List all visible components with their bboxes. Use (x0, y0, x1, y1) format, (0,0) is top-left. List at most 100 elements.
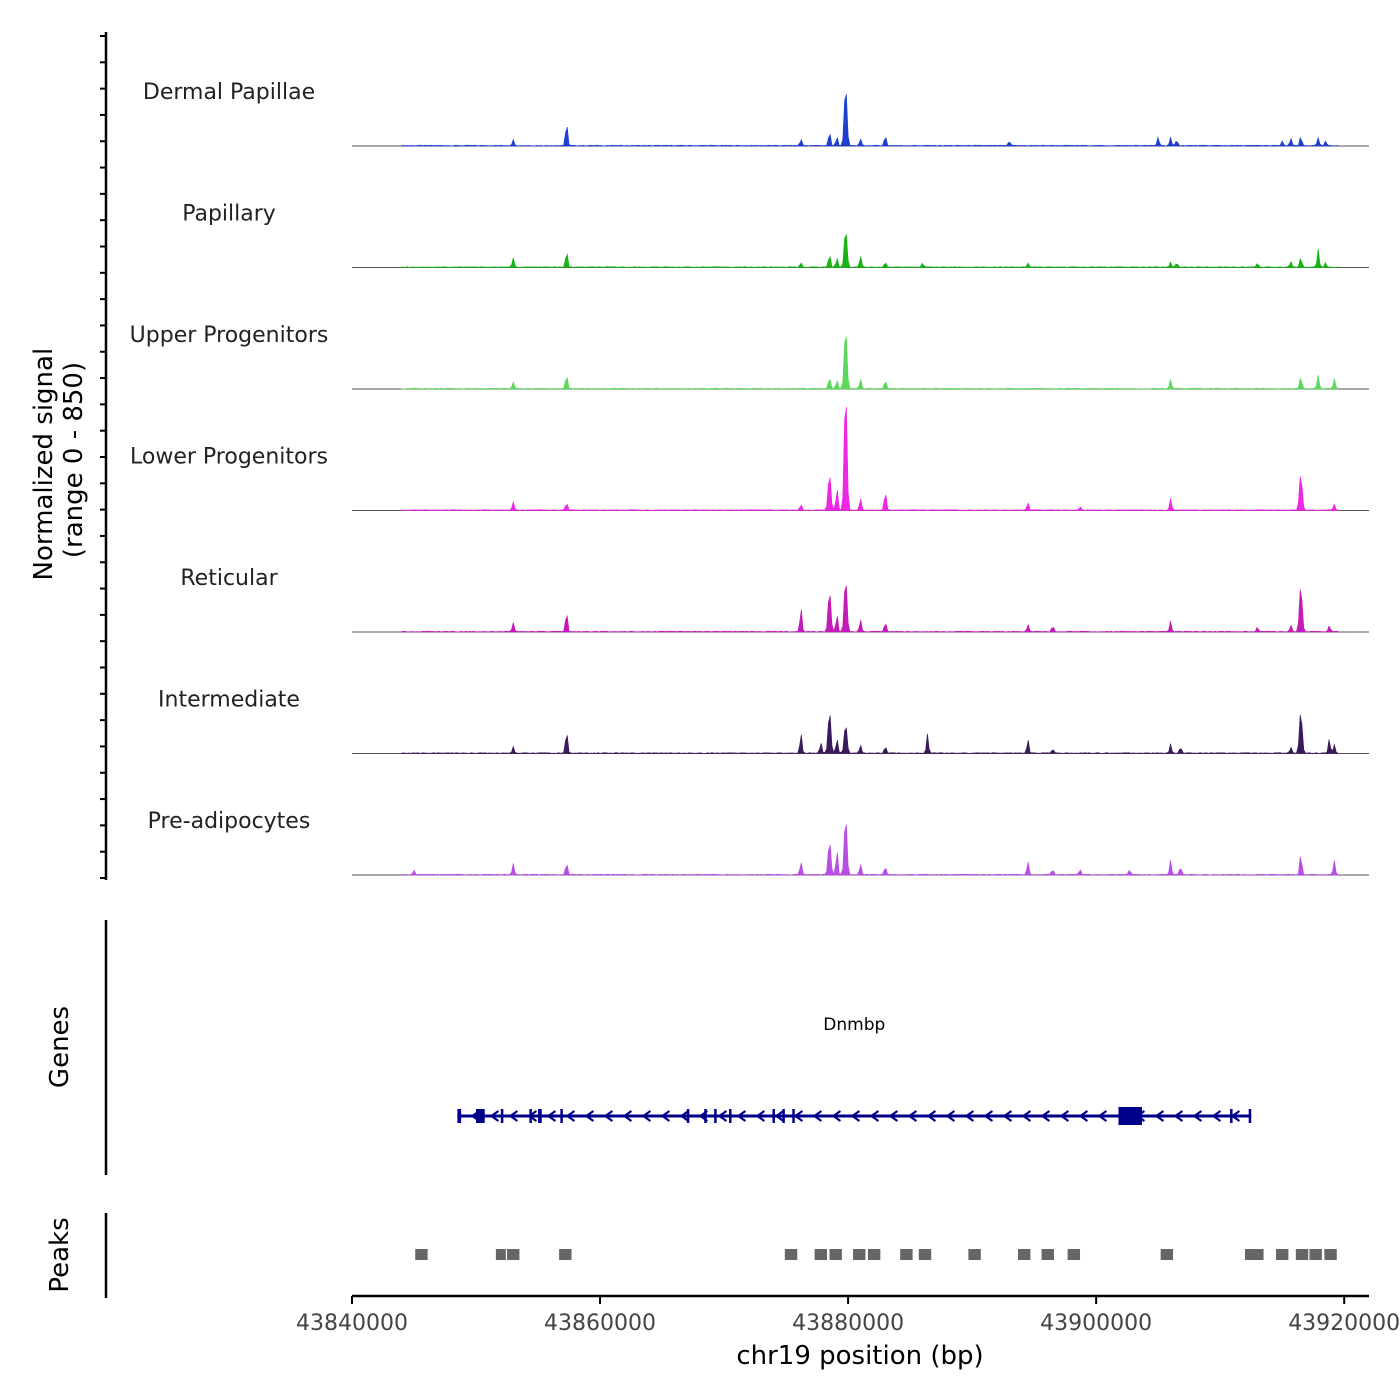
genes-panel-label: Genes (45, 1006, 75, 1088)
gene-exon (704, 1109, 707, 1123)
strand-arrow (945, 1110, 956, 1122)
gene-exon (529, 1109, 532, 1123)
signal-track (352, 714, 1369, 754)
strand-arrow (983, 1110, 994, 1122)
peak-regions (415, 1249, 1337, 1260)
peak-region (1251, 1249, 1264, 1260)
peak-region (1275, 1249, 1289, 1260)
signal-track (352, 94, 1369, 147)
track-label: Upper Progenitors (130, 323, 329, 348)
strand-arrow (641, 1110, 652, 1122)
signal-area (401, 585, 1339, 633)
gene-model (457, 1107, 1252, 1125)
strand-arrow (793, 1110, 804, 1122)
peak-region (559, 1249, 572, 1260)
strand-arrow (869, 1110, 880, 1122)
strand-arrow (964, 1110, 975, 1122)
gene-exon (686, 1109, 690, 1123)
strand-arrow (1040, 1110, 1051, 1122)
gene-exon (538, 1109, 542, 1123)
gene-name-label: Dnmbp (823, 1015, 885, 1035)
peak-region (918, 1249, 932, 1260)
strand-arrow (565, 1110, 576, 1122)
gene-exon (792, 1109, 795, 1123)
strand-arrow (717, 1110, 728, 1122)
strand-arrow (774, 1110, 785, 1122)
gene-exon (714, 1109, 717, 1123)
strand-arrow (1192, 1110, 1203, 1122)
strand-arrow (1078, 1110, 1089, 1122)
signal-track (352, 336, 1369, 390)
gene-exon (729, 1109, 732, 1123)
y-axis-label-line2: (range 0 - 850) (59, 362, 89, 558)
x-tick-label: 43900000 (1040, 1311, 1152, 1336)
peak-region (1324, 1249, 1337, 1260)
y-axis-label-line1: Normalized signal (29, 348, 59, 581)
gene-exon (457, 1109, 462, 1123)
peak-region (1309, 1249, 1322, 1260)
peak-region (784, 1249, 798, 1260)
signal-area (401, 336, 1339, 390)
signal-area (401, 714, 1339, 754)
peak-region (853, 1249, 866, 1260)
track-label: Intermediate (158, 688, 300, 713)
gene-exon (1248, 1109, 1252, 1123)
strand-arrow (584, 1110, 595, 1122)
x-tick-label: 43860000 (544, 1311, 656, 1336)
gene-exon (476, 1109, 485, 1123)
strand-arrow (1154, 1110, 1165, 1122)
track-label: Reticular (180, 566, 278, 591)
signal-tracks (352, 94, 1369, 876)
peak-region (1041, 1249, 1054, 1260)
peak-region (829, 1249, 842, 1260)
strand-arrow (907, 1110, 918, 1122)
strand-arrow (812, 1110, 823, 1122)
signal-area (401, 94, 1339, 147)
peak-region (1295, 1249, 1309, 1260)
strand-arrow (831, 1110, 842, 1122)
track-label: Lower Progenitors (130, 445, 328, 470)
track-label: Papillary (182, 202, 276, 227)
track-label: Pre-adipocytes (148, 809, 311, 834)
gene-exon (772, 1109, 775, 1123)
peak-region (968, 1249, 981, 1260)
signal-track (352, 233, 1369, 268)
strand-arrow (1173, 1110, 1184, 1122)
peak-region (495, 1249, 506, 1260)
signal-track (352, 406, 1369, 511)
gene-exon (500, 1109, 504, 1123)
strand-arrow (1211, 1110, 1222, 1122)
strand-arrow (489, 1110, 500, 1122)
strand-arrow (679, 1110, 690, 1122)
peak-region (1244, 1249, 1258, 1260)
track-labels: Dermal Papillae Papillary Upper Progenitor… (130, 80, 329, 834)
peak-region (900, 1249, 913, 1260)
y-axis-label: Normalized signal (range 0 - 850) (29, 340, 89, 581)
strand-arrow (1021, 1110, 1032, 1122)
strand-arrow (508, 1110, 519, 1122)
strand-arrow (736, 1110, 747, 1122)
signal-axis-ticks (100, 35, 106, 879)
peak-region (867, 1249, 881, 1260)
signal-area (401, 824, 1339, 876)
gene-exon (1230, 1109, 1233, 1123)
peak-region (1018, 1249, 1031, 1260)
strand-arrow (603, 1110, 614, 1122)
strand-arrow (1097, 1110, 1108, 1122)
peak-region (507, 1249, 520, 1260)
x-tick-label: 43840000 (296, 1311, 408, 1336)
x-axis-ticks: 43840000 43860000 43880000 43900000 43920000 (296, 1296, 1400, 1336)
peak-region (1160, 1249, 1174, 1260)
strand-arrow (926, 1110, 937, 1122)
gene-exon (1118, 1107, 1143, 1125)
strand-arrow (888, 1110, 899, 1122)
signal-area (401, 406, 1339, 511)
signal-track (352, 585, 1369, 633)
signal-area (401, 233, 1339, 268)
gene-exon (560, 1109, 563, 1123)
signal-track (352, 824, 1369, 876)
strand-arrow (850, 1110, 861, 1122)
strand-arrow (1059, 1110, 1070, 1122)
peaks-panel-label: Peaks (45, 1217, 75, 1292)
